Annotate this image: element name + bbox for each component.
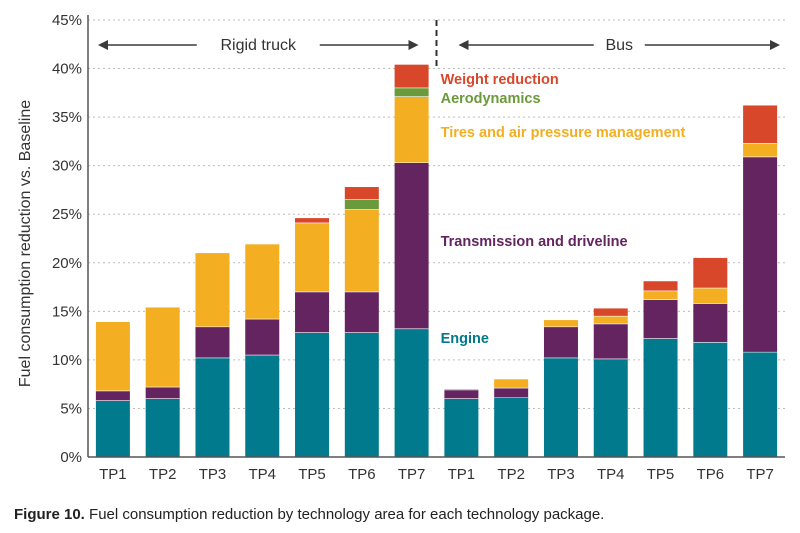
bar-segment-engine	[95, 400, 130, 457]
bar-segment-tires-and-air-pressure-management	[145, 307, 180, 388]
bar-segment-tires-and-air-pressure-management	[444, 389, 479, 390]
x-tick-label: TP2	[497, 466, 525, 483]
bar-segment-transmission-and-driveline	[295, 291, 330, 333]
bar-segment-tires-and-air-pressure-management	[195, 253, 230, 327]
bar-segment-engine	[543, 357, 578, 457]
bar-segment-engine	[494, 397, 529, 457]
axes: 0% 5% 10% 15% 20% 25% 30% 35% 40% 45% Fuel consump…	[17, 12, 785, 483]
bar-segment-transmission-and-driveline	[693, 303, 728, 343]
x-tick-label: TP1	[99, 466, 127, 483]
x-tick-label: TP7	[398, 466, 426, 483]
bar-segment-transmission-and-driveline	[643, 299, 678, 339]
y-tick-label: 45%	[52, 12, 82, 29]
x-tick-label: TP6	[697, 466, 725, 483]
bar-segment-tires-and-air-pressure-management	[295, 222, 330, 292]
series-label-weight-reduction: Weight reduction	[441, 72, 559, 88]
series-label-aerodynamics: Aerodynamics	[441, 91, 541, 107]
bar-segment-transmission-and-driveline	[344, 291, 379, 333]
bar-segment-weight-reduction	[743, 105, 778, 144]
x-tick-label: TP1	[448, 466, 476, 483]
gridlines	[88, 19, 785, 409]
bars	[95, 64, 778, 457]
bar-segment-tires-and-air-pressure-management	[643, 290, 678, 300]
rigid-truck-arrowhead-left	[98, 40, 108, 50]
bar-segment-engine	[593, 358, 628, 457]
rigid-truck-group-label: Rigid truck	[220, 37, 297, 54]
bar-segment-engine	[145, 398, 180, 457]
bar-segment-engine	[394, 328, 429, 457]
x-tick-label: TP6	[348, 466, 376, 483]
x-tick-label: TP4	[597, 466, 625, 483]
bar-segment-tires-and-air-pressure-management	[95, 322, 130, 391]
series-label-engine: Engine	[441, 331, 489, 347]
bar-segment-tires-and-air-pressure-management	[394, 96, 429, 163]
y-tick-label: 25%	[52, 206, 82, 223]
y-axis-title: Fuel consumption reduction vs. Baseline	[17, 100, 34, 387]
bar-segment-transmission-and-driveline	[743, 156, 778, 353]
bar-segment-transmission-and-driveline	[543, 326, 578, 358]
bar-segment-engine	[743, 352, 778, 457]
caption-prefix: Figure 10.	[14, 506, 85, 523]
series-label-tires-and-air-pressure-management: Tires and air pressure management	[441, 125, 686, 141]
x-tick-label: TP3	[547, 466, 575, 483]
bar-segment-aerodynamics	[394, 87, 429, 97]
x-tick-label: TP3	[199, 466, 227, 483]
bus-arrowhead-right	[770, 40, 780, 50]
y-tick-label: 10%	[52, 352, 82, 369]
bar-segment-transmission-and-driveline	[145, 387, 180, 399]
caption-text: Fuel consumption reduction by technology…	[84, 506, 605, 523]
x-tick-label: TP5	[298, 466, 326, 483]
bar-segment-tires-and-air-pressure-management	[344, 209, 379, 292]
bar-segment-weight-reduction	[394, 64, 429, 88]
bar-segment-aerodynamics	[344, 199, 379, 210]
bar-segment-weight-reduction	[643, 281, 678, 291]
x-tick-label: TP7	[746, 466, 774, 483]
bar-segment-engine	[295, 332, 330, 457]
bar-segment-tires-and-air-pressure-management	[245, 244, 280, 320]
bar-segment-transmission-and-driveline	[245, 319, 280, 356]
figure-caption: Figure 10. Fuel consumption reduction by…	[14, 506, 604, 523]
bar-segment-tires-and-air-pressure-management	[693, 288, 728, 304]
bar-segment-transmission-and-driveline	[444, 389, 479, 399]
bar-segment-tires-and-air-pressure-management	[593, 316, 628, 324]
stacked-bar-chart: 0% 5% 10% 15% 20% 25% 30% 35% 40% 45% Fuel consump…	[17, 12, 785, 483]
series-label-transmission-and-driveline: Transmission and driveline	[441, 234, 628, 250]
bar-segment-engine	[195, 357, 230, 457]
x-tick-label: TP4	[248, 466, 276, 483]
x-tick-label: TP2	[149, 466, 177, 483]
y-tick-label: 5%	[60, 400, 82, 417]
y-tick-label: 15%	[52, 303, 82, 320]
y-tick-label: 40%	[52, 61, 82, 78]
bar-segment-tires-and-air-pressure-management	[494, 379, 529, 389]
rigid-truck-arrowhead-right	[408, 40, 419, 50]
bar-segment-transmission-and-driveline	[494, 388, 529, 398]
y-tick-label: 20%	[52, 255, 82, 272]
bar-segment-engine	[344, 332, 379, 457]
bar-segment-transmission-and-driveline	[195, 326, 230, 358]
bar-segment-engine	[245, 355, 280, 457]
bar-segment-weight-reduction	[344, 187, 379, 200]
bar-segment-weight-reduction	[693, 257, 728, 289]
bus-group-label: Bus	[605, 37, 633, 54]
y-tick-label: 30%	[52, 158, 82, 175]
bar-segment-weight-reduction	[295, 218, 330, 223]
bar-segment-transmission-and-driveline	[593, 323, 628, 359]
bar-segment-transmission-and-driveline	[95, 390, 130, 401]
bar-segment-engine	[643, 338, 678, 457]
bus-arrowhead-left	[458, 40, 469, 50]
y-tick-label: 35%	[52, 109, 82, 126]
bar-segment-tires-and-air-pressure-management	[543, 320, 578, 327]
bar-segment-tires-and-air-pressure-management	[743, 143, 778, 157]
y-tick-label: 0%	[60, 449, 82, 466]
bar-segment-transmission-and-driveline	[394, 162, 429, 329]
bar-segment-engine	[693, 342, 728, 457]
x-tick-label: TP5	[647, 466, 675, 483]
annotations: Weight reduction Aerodynamics Tires and ai…	[441, 72, 686, 347]
bar-segment-weight-reduction	[593, 308, 628, 317]
bar-segment-engine	[444, 398, 479, 457]
